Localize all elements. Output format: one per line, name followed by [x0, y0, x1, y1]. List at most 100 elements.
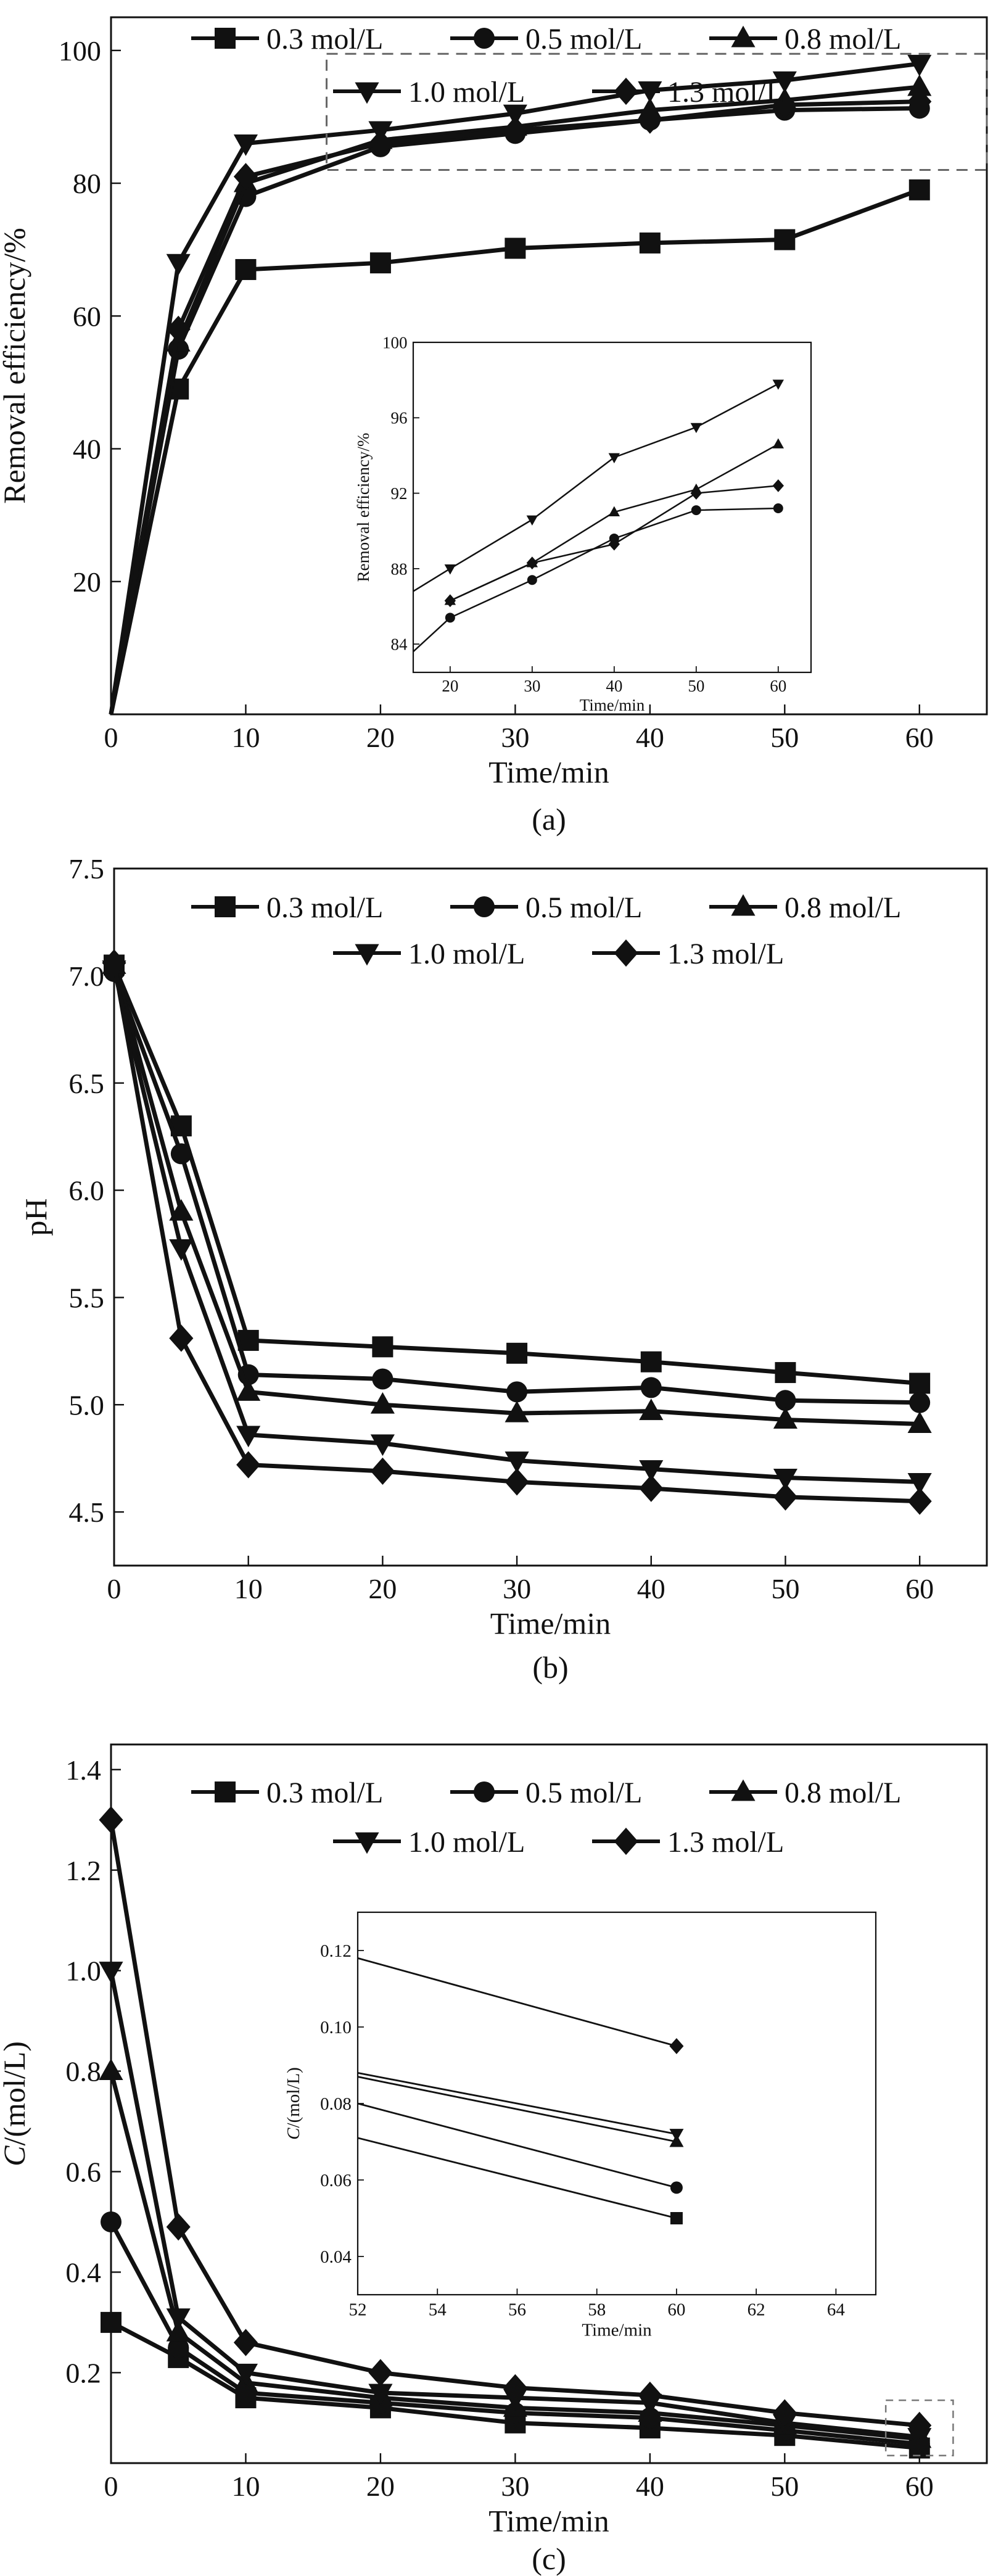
- c-inset-series-line-2: [357, 2102, 677, 2189]
- legend-marker: [614, 939, 638, 967]
- b-series-1-point: [775, 1362, 796, 1384]
- c-inset-x-axis-label: Time/min: [582, 2321, 652, 2340]
- a-series-5-point: [638, 106, 662, 134]
- a-series-line-5: [109, 99, 920, 715]
- c-series-5-point: [166, 2213, 191, 2241]
- b-series-5-point: [102, 949, 126, 977]
- c-y-axis-label-italic: C: [0, 2145, 31, 2166]
- c-series-4-point: [166, 2308, 191, 2330]
- a-series-1-point: [908, 179, 930, 200]
- a-series-4-point: [503, 104, 527, 126]
- c-series-1-point: [101, 2311, 122, 2333]
- legend-marker: [614, 77, 638, 105]
- c-inset-series-5-point: [669, 2038, 684, 2054]
- a-inset-series-5-point: [690, 487, 702, 500]
- a-inset-y-tick-label: 88: [391, 559, 408, 578]
- c-inset-y-axis-label-italic: C: [284, 2128, 303, 2140]
- b-series-4-point: [907, 1472, 932, 1495]
- b-x-tick-label: 50: [771, 1573, 799, 1604]
- a-inset-series-5-point: [772, 479, 785, 492]
- a-inset-series-5-point: [608, 537, 620, 551]
- b-series-1-point: [506, 1342, 528, 1364]
- c-x-tick-label: 60: [905, 2471, 934, 2502]
- c-series-5-point: [638, 2381, 662, 2409]
- b-series-2-point: [506, 1381, 528, 1403]
- b-series-2-point: [170, 1143, 192, 1165]
- b-y-tick-label: 7.0: [68, 960, 104, 992]
- a-inset: 20 30 40 50 60 84 88 92 96 100 Time/min Removal eff…: [354, 333, 812, 714]
- b-series-3-point: [907, 1411, 932, 1433]
- legend-marker: [731, 25, 756, 47]
- legend-label-5: 1.3 mol/L: [667, 938, 784, 970]
- c-series-2-point: [168, 2337, 189, 2358]
- a-series-5-point: [166, 315, 191, 343]
- a-inset-series-4-point: [608, 453, 620, 464]
- b-series-2-point: [775, 1390, 796, 1411]
- b-series-5-point: [169, 1324, 194, 1352]
- legend-label-5: 1.3 mol/L: [667, 76, 784, 109]
- b-series-5-point: [505, 1468, 529, 1496]
- a-series-5-point: [772, 91, 797, 119]
- c-y-tick-label: 1.2: [65, 1855, 101, 1886]
- c-y-axis-label: C/(mol/L): [0, 2041, 31, 2166]
- b-series-1-point: [372, 1336, 393, 1358]
- c-inset-x-tick-label: 56: [508, 2300, 526, 2319]
- c-x-tick-label: 40: [636, 2471, 664, 2502]
- a-panel-caption: (a): [532, 802, 566, 836]
- b-y-tick-label: 7.5: [68, 853, 104, 885]
- a-inset-series-5-point: [444, 594, 456, 608]
- legend-marker: [355, 944, 379, 966]
- a-series-4-point: [772, 71, 797, 93]
- c-inset-y-tick-label: 0.04: [320, 2247, 352, 2267]
- b-series-3-point: [236, 1379, 261, 1401]
- a-series-1-point: [639, 232, 661, 254]
- a-inset-y-tick-label: 96: [391, 409, 408, 427]
- c-inset-x-tick-label: 64: [827, 2300, 846, 2319]
- b-x-tick-label: 20: [368, 1573, 397, 1604]
- c-x-tick-label: 20: [366, 2471, 395, 2502]
- c-series-4-point: [233, 2363, 258, 2385]
- a-series-1-point: [369, 252, 391, 274]
- b-y-tick-label: 5.0: [68, 1389, 104, 1421]
- a-inset-x-axis-label: Time/min: [580, 696, 645, 714]
- c-inset-x-tick-label: 58: [588, 2300, 606, 2319]
- c-series-5-point: [99, 1806, 123, 1834]
- legend-label-1: 0.3 mol/L: [266, 891, 383, 924]
- legend-label-4: 1.0 mol/L: [408, 76, 525, 109]
- b-series-4-point: [505, 1451, 529, 1474]
- c-inset-series-2-point: [670, 2181, 683, 2194]
- a-series-1-point: [505, 237, 526, 259]
- b-series-1-point: [909, 1373, 931, 1394]
- c-series-5-point: [772, 2399, 797, 2427]
- c-x-tick-label: 10: [231, 2471, 260, 2502]
- b-series-line-5: [112, 962, 920, 1504]
- c-series-line-2: [109, 2221, 920, 2446]
- b-x-tick-label: 0: [107, 1573, 122, 1604]
- a-series-4-point: [233, 134, 258, 156]
- c-series-line-1: [110, 2320, 920, 2451]
- a-series-1-point: [235, 258, 257, 280]
- c-x-tick-label: 50: [770, 2471, 799, 2502]
- a-inset-series-4-point: [444, 564, 456, 575]
- a-y-tick-label: 80: [73, 168, 101, 199]
- legend-marker: [731, 1779, 756, 1801]
- b-series-5-point: [773, 1483, 798, 1511]
- b-y-tick-label: 4.5: [68, 1496, 104, 1528]
- a-x-tick-label: 30: [501, 722, 529, 753]
- c-inset-series-line-4: [357, 2072, 677, 2135]
- legend-label-3: 0.8 mol/L: [785, 891, 901, 924]
- legend-marker: [474, 896, 495, 917]
- a-inset-series-3-point: [608, 506, 620, 516]
- b-series-line-1: [112, 964, 920, 1385]
- b-plot-frame: [113, 867, 988, 1567]
- a-y-tick-label: 60: [73, 300, 101, 332]
- c-inset-x-tick-label: 52: [349, 2300, 367, 2319]
- legend-marker: [731, 894, 756, 916]
- c-x-tick-label: 30: [501, 2471, 529, 2502]
- c-series-3-point: [166, 2319, 191, 2342]
- c-series-4-point: [99, 1962, 123, 1984]
- b-series-3-point: [505, 1400, 529, 1422]
- c-zoom-highlight-box: [884, 2399, 954, 2457]
- b-series-line-4: [112, 968, 920, 1484]
